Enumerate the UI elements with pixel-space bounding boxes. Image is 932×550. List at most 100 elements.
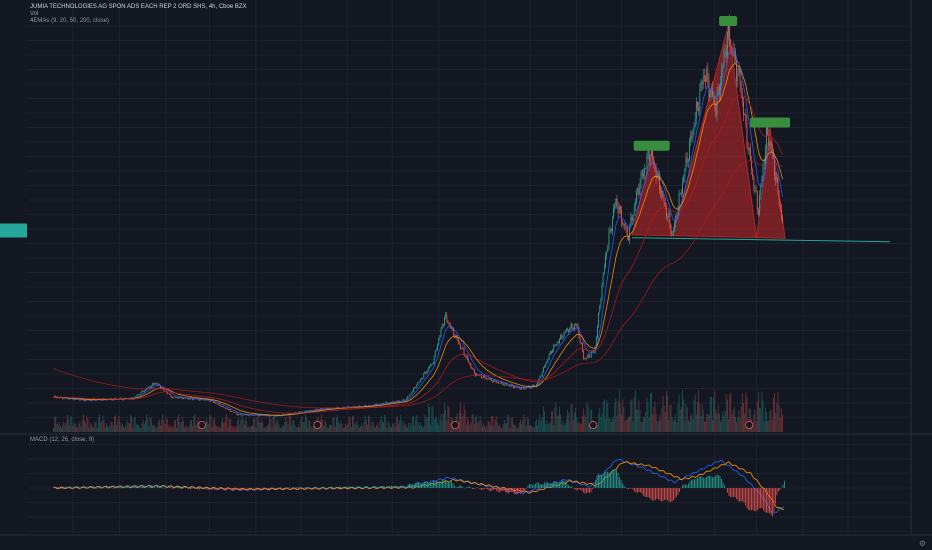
volume-indicator-label[interactable]: Vol [30, 11, 39, 17]
ema-indicator-label[interactable]: 4EMAs (9, 20, 50, 200, close) [30, 18, 110, 24]
macd-histogram-bar [168, 486, 170, 488]
volume-bar [310, 426, 312, 432]
macd-histogram-bar [641, 488, 643, 494]
candle-body [769, 142, 771, 146]
volume-bar [647, 401, 649, 432]
macd-histogram-bar [663, 488, 665, 501]
chart-title[interactable]: JUMIA TECHNOLOGIES AG SPON ADS EACH REP … [30, 4, 247, 10]
volume-bar [227, 426, 229, 432]
candle-body [325, 407, 327, 410]
volume-bar [706, 413, 708, 432]
volume-bar [63, 421, 65, 432]
volume-bar [464, 409, 466, 432]
volume-bar [126, 420, 128, 432]
volume-bar [761, 391, 763, 432]
macd-histogram-bar [740, 488, 742, 502]
volume-bar [122, 423, 123, 432]
macd-histogram-bar [257, 488, 259, 490]
volume-bar [709, 396, 711, 432]
candle-body [629, 226, 631, 241]
candle-body [523, 387, 525, 390]
candle-body [177, 397, 179, 399]
volume-bar [345, 423, 346, 432]
volume-bar [261, 418, 263, 432]
candle-body [668, 212, 670, 217]
candle-body [582, 343, 583, 352]
macd-histogram-bar [149, 486, 151, 488]
candle-body [408, 396, 410, 397]
candle-body [653, 159, 655, 165]
volume-bar [196, 420, 198, 432]
macd-histogram-bar [399, 485, 401, 488]
macd-histogram-bar [341, 487, 343, 488]
candle-body [587, 354, 589, 357]
macd-histogram-bar [119, 487, 121, 488]
candle-body [380, 403, 382, 405]
candle-body [56, 397, 58, 399]
macd-histogram-bar [638, 488, 640, 493]
macd-histogram-bar [657, 488, 659, 500]
candle-body [521, 387, 522, 390]
volume-bar [276, 421, 277, 432]
volume-bar [371, 421, 373, 432]
macd-indicator-label[interactable]: MACD (12, 26, close, 9) [30, 437, 95, 443]
macd-histogram-bar [753, 488, 755, 512]
macd-histogram-bar [189, 488, 191, 490]
volume-bar [114, 416, 115, 432]
volume-bar [337, 414, 338, 432]
volume-bar [358, 427, 360, 432]
candle-body [680, 192, 682, 194]
macd-histogram-bar [153, 486, 155, 488]
candle-body [671, 231, 673, 234]
volume-bar [685, 403, 687, 432]
macd-histogram-bar [531, 485, 533, 488]
macd-histogram-bar [393, 487, 395, 488]
volume-bar [283, 426, 284, 432]
candle-body [434, 350, 436, 357]
settings-gear-icon[interactable]: ⚙ [918, 539, 926, 548]
volume-bar [155, 427, 157, 432]
volume-bar [755, 421, 757, 432]
volume-bar [487, 420, 489, 432]
volume-bar [618, 389, 620, 432]
volume-bar [698, 389, 700, 432]
volume-bar [634, 390, 636, 432]
candle-body [628, 237, 629, 241]
volume-bar [292, 420, 294, 432]
macd-histogram-bar [704, 477, 706, 488]
candle-body [176, 397, 177, 398]
macd-histogram-bar [750, 488, 752, 511]
volume-bar [623, 406, 625, 432]
candle-body [246, 414, 248, 415]
volume-bar [53, 428, 54, 432]
volume-bar [326, 427, 328, 432]
candle-body [515, 386, 517, 387]
candle-body [600, 300, 602, 307]
macd-histogram-bar [644, 488, 646, 497]
volume-bar [392, 423, 394, 432]
volume-bar [471, 414, 473, 432]
candle-body [224, 407, 226, 408]
volume-bar [564, 423, 566, 432]
macd-histogram-bar [81, 486, 83, 488]
macd-histogram-bar [116, 486, 118, 488]
macd-histogram-bar [270, 487, 272, 488]
candle-body [571, 324, 573, 328]
candle-body [429, 366, 430, 368]
volume-bar [385, 418, 387, 432]
macd-histogram-bar [611, 471, 613, 488]
candle-body [706, 69, 708, 82]
volume-bar [216, 426, 218, 432]
candle-body [135, 396, 137, 397]
volume-bar [555, 402, 557, 432]
volume-bar [330, 424, 332, 432]
macd-histogram-bar [546, 482, 548, 488]
macd-histogram-bar [653, 488, 655, 501]
volume-bar [532, 427, 534, 432]
macd-histogram-bar [374, 485, 376, 488]
volume-bar [690, 416, 691, 432]
candle-body [188, 399, 190, 400]
candle-body [729, 22, 731, 44]
candle-body [155, 383, 157, 384]
